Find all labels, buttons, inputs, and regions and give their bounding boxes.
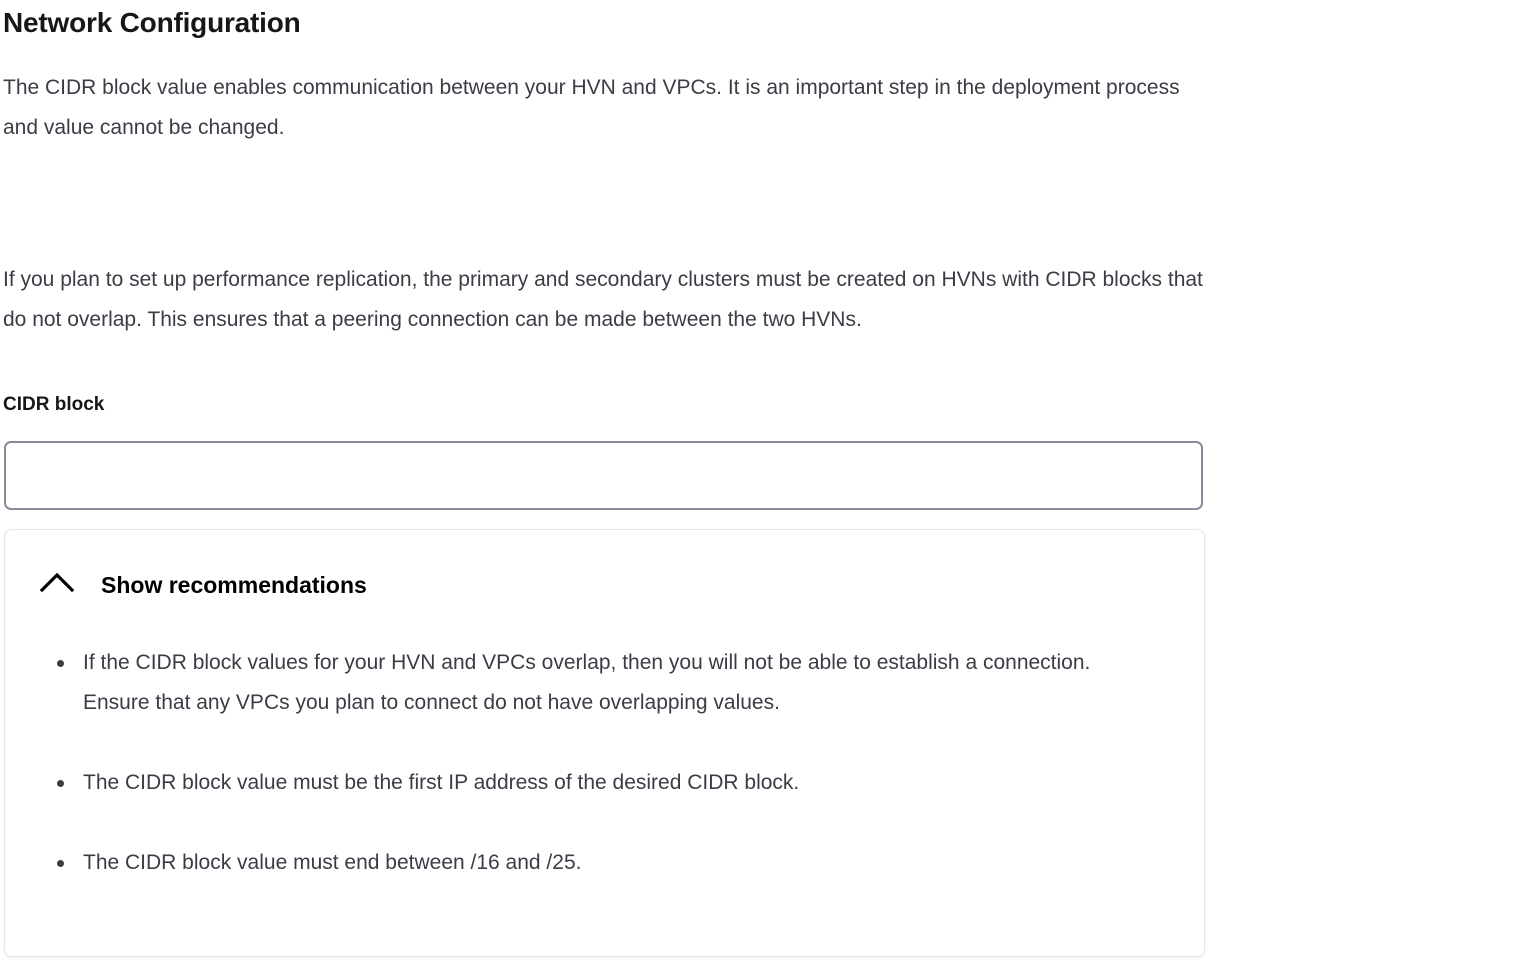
intro-description: The CIDR block value enables communicati… [3, 68, 1203, 340]
list-item: The CIDR block value must be the first I… [5, 763, 1204, 803]
list-item: If the CIDR block values for your HVN an… [5, 643, 1204, 723]
recommendations-list: If the CIDR block values for your HVN an… [5, 643, 1204, 883]
bullet-icon [57, 780, 64, 787]
recommendations-card: Show recommendations If the CIDR block v… [4, 529, 1205, 957]
page-title: Network Configuration [3, 7, 301, 38]
bullet-icon [57, 660, 64, 667]
list-item-text: The CIDR block value must end between /1… [83, 851, 582, 874]
list-item-text: If the CIDR block values for your HVN an… [83, 651, 1091, 714]
chevron-up-icon[interactable] [37, 568, 77, 596]
intro-paragraph-2: If you plan to set up performance replic… [3, 268, 1203, 331]
cidr-block-label: CIDR block [3, 394, 105, 415]
bullet-icon [57, 860, 64, 867]
list-item: The CIDR block value must end between /1… [5, 843, 1204, 883]
show-recommendations-label: Show recommendations [101, 572, 367, 598]
show-recommendations-toggle[interactable]: Show recommendations [5, 530, 1204, 640]
list-item-text: The CIDR block value must be the first I… [83, 771, 800, 794]
cidr-block-input[interactable] [4, 441, 1203, 510]
paragraph-spacer [3, 148, 1203, 260]
intro-paragraph-1: The CIDR block value enables communicati… [3, 76, 1180, 139]
